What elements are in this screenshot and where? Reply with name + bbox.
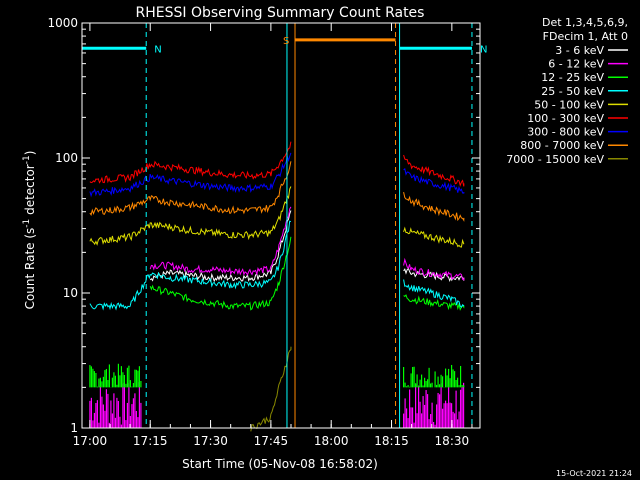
chart-title: RHESSI Observing Summary Count Rates: [136, 5, 425, 21]
annotation-label-1: N: [480, 44, 487, 55]
legend-label-300-800-kev: 300 - 800 keV: [527, 126, 604, 139]
x-tick-label: 18:00: [314, 434, 349, 448]
annotation-label-2: S: [283, 36, 289, 47]
series-line-50-100-kev: [89, 186, 465, 248]
series-line-25-50-kev: [89, 220, 465, 311]
legend-label-3-6-kev: 3 - 6 keV: [555, 44, 604, 57]
y-axis-label: Count Rate (s-1 detector-1): [22, 151, 37, 310]
band-3-6-kev-0: [89, 382, 142, 428]
band-12-25-kev-2: [89, 363, 142, 388]
axis-ticks: 17:00 17:15 17:30 17:45 18:00 18:15 18:30 1 10 10…: [47, 16, 480, 448]
footer-date: 15-Oct-2021 21:24: [556, 469, 632, 478]
x-tick-label: 17:00: [73, 434, 108, 448]
series-line-3-6-kev: [149, 210, 465, 283]
plot-area: N NS: [81, 23, 487, 432]
y-tick-label: 100: [55, 151, 78, 165]
legend-label-12-25-kev: 12 - 25 keV: [541, 71, 604, 84]
x-tick-label: 17:15: [133, 434, 168, 448]
y-tick-label: 10: [63, 286, 78, 300]
legend-header-line-2: FDecim 1, Att 0: [543, 30, 628, 43]
band-3-6-kev-1: [402, 382, 465, 428]
plot-frame: [81, 22, 481, 429]
legend-label-50-100-kev: 50 - 100 keV: [534, 98, 604, 111]
series-line-100-300-kev: [89, 141, 465, 187]
legend-label-100-300-kev: 100 - 300 keV: [527, 112, 604, 125]
series-line-6-12-kev: [149, 206, 465, 281]
legend-label-25-50-kev: 25 - 50 keV: [541, 85, 604, 98]
y-tick-label: 1000: [47, 16, 78, 30]
series-line-800-7000-kev: [89, 161, 465, 222]
legend: Det 1,3,4,5,6,9, FDecim 1, Att 0 3 - 6 k…: [506, 16, 628, 166]
legend-label-6-12-kev: 6 - 12 keV: [548, 58, 604, 71]
x-tick-label: 18:30: [435, 434, 470, 448]
legend-label-800-7000-kev: 800 - 7000 keV: [520, 139, 604, 152]
legend-header-line-1: Det 1,3,4,5,6,9,: [542, 16, 628, 29]
legend-label-7000-15000-kev: 7000 - 15000 keV: [506, 153, 604, 166]
annotation-label-0: N: [154, 44, 161, 55]
series-line-12-25-kev: [149, 236, 465, 311]
x-axis-label: Start Time (05-Nov-08 16:58:02): [182, 457, 378, 471]
x-tick-label: 18:15: [374, 434, 409, 448]
x-tick-label: 17:45: [254, 434, 289, 448]
series-line-7000-15000-kev: [250, 346, 292, 432]
x-tick-label: 17:30: [193, 434, 228, 448]
series-line-300-800-kev: [89, 152, 465, 198]
y-tick-label: 1: [70, 421, 78, 435]
band-12-25-kev-3: [402, 364, 465, 388]
